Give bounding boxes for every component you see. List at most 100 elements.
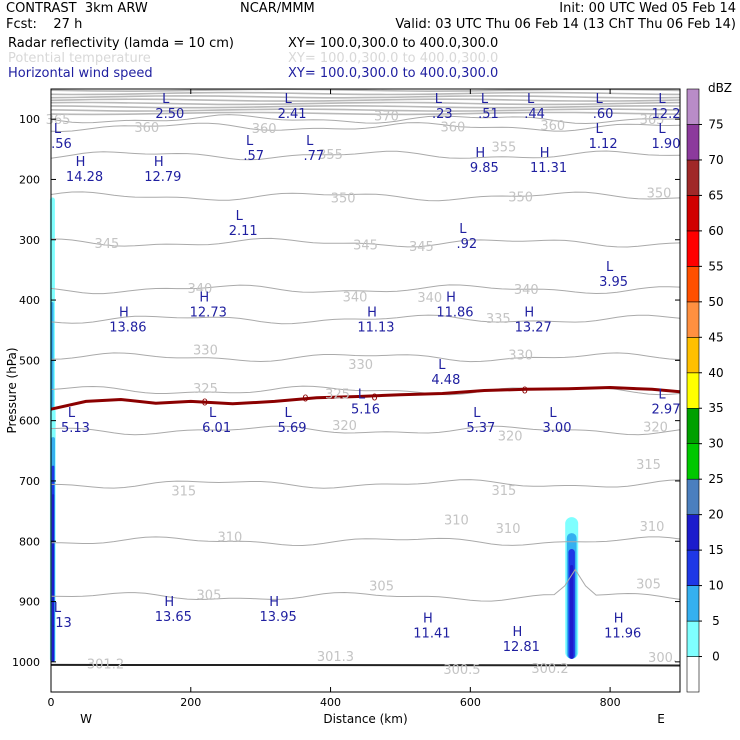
- freezing-level-label: 0: [522, 385, 528, 396]
- wind-max-marker: H: [76, 155, 86, 170]
- wind-value-label: 11.86: [436, 305, 473, 320]
- theta-contour-335: [50, 314, 681, 325]
- theta-label: 335: [486, 312, 511, 327]
- theta-label: 345: [353, 239, 378, 254]
- wind-value-label: .92: [456, 237, 477, 252]
- x-tick-label: 400: [320, 696, 341, 709]
- theta-contour-315: [50, 479, 681, 489]
- theta-label: 340: [343, 290, 368, 305]
- theta-label: 305: [636, 577, 661, 592]
- theta-label: 325: [325, 388, 350, 403]
- theta-label: 310: [496, 522, 521, 537]
- plot-frame: [50, 88, 681, 693]
- wind-value-label: 3.00: [543, 421, 572, 436]
- x-axis-label: Distance (km): [323, 712, 407, 726]
- wind-min-marker: L: [658, 122, 666, 137]
- theta-label: 345: [94, 237, 119, 252]
- wind-value-label: 3.95: [599, 275, 628, 290]
- theta-label: 360: [540, 119, 565, 134]
- theta-label: 320: [332, 419, 357, 434]
- xy-range-theta: XY= 100.0,300.0 to 400.0,300.0: [288, 51, 499, 66]
- y-tick-label: 500: [19, 354, 40, 367]
- y-tick-label: 300: [19, 234, 40, 247]
- reflectivity-cell: [570, 565, 574, 659]
- colorbar-label: 55: [708, 259, 723, 273]
- wind-value-label: 11.96: [604, 627, 641, 642]
- x-end-label-west: W: [80, 712, 92, 726]
- theta-contour-310: [50, 536, 681, 547]
- wind-min-marker: L: [358, 387, 366, 402]
- wind-value-label: 4.48: [431, 373, 460, 388]
- theta-label: 310: [218, 530, 243, 545]
- y-tick-label: 700: [19, 475, 40, 488]
- wind-value-label: 2.50: [155, 107, 184, 122]
- colorbar-swatch: [686, 372, 700, 409]
- theta-contour-350: [50, 191, 681, 202]
- wind-min-marker: L: [481, 92, 489, 107]
- theta-label: 370: [374, 110, 399, 125]
- wind-value-label: 5.13: [61, 421, 90, 436]
- colorbar-swatch: [686, 88, 700, 125]
- wind-max-marker: H: [199, 290, 209, 305]
- y-tick-label: 100: [19, 113, 40, 126]
- colorbar-label: 40: [708, 366, 723, 380]
- freezing-level-line: [50, 385, 681, 411]
- theta-contour-360: [50, 122, 681, 133]
- x-tick-label: 800: [600, 696, 621, 709]
- theta-label: 360: [134, 121, 159, 136]
- wind-value-label: .57: [243, 149, 264, 164]
- wind-value-label: 2.11: [229, 224, 258, 239]
- wind-min-marker: L: [435, 92, 443, 107]
- wind-min-marker: L: [438, 358, 446, 373]
- reflectivity-cell: [52, 494, 55, 662]
- theta-label: 305: [369, 579, 394, 594]
- theta-label: 301.2: [87, 658, 124, 673]
- wind-value-label: 12.81: [503, 640, 540, 655]
- field-potential-temperature: Potential temperature: [8, 51, 151, 66]
- wind-value-label: 13.27: [515, 320, 552, 335]
- wind-min-marker: L: [658, 92, 666, 107]
- wind-value-label: 1.12: [589, 137, 618, 152]
- colorbar-label: 15: [708, 543, 723, 557]
- theta-label: 365: [640, 113, 665, 128]
- wind-min-marker: L: [595, 122, 603, 137]
- theta-label: 325: [193, 382, 218, 397]
- wind-min-marker: L: [236, 209, 244, 224]
- y-tick-label: 800: [19, 535, 40, 548]
- center-label: NCAR/MMM: [240, 1, 315, 16]
- wind-value-label: 2.41: [278, 107, 307, 122]
- wind-value-label: .56: [51, 137, 72, 152]
- wind-value-label: 11.31: [530, 161, 567, 176]
- colorbar-label: 35: [708, 401, 723, 415]
- theta-label: 350: [508, 190, 533, 205]
- theta-label: 305: [197, 588, 222, 603]
- theta-label: 350: [647, 187, 672, 202]
- model-title: CONTRAST 3km ARW: [6, 1, 148, 16]
- theta-label: 355: [318, 148, 343, 163]
- freezing-level-label: 0: [202, 397, 208, 408]
- wind-value-label: 13.95: [260, 610, 297, 625]
- colorbar-label: 60: [708, 224, 723, 238]
- colorbar-label: 20: [708, 508, 723, 522]
- wind-value-label: 6.01: [202, 421, 231, 436]
- wind-value-label: 13.65: [155, 610, 192, 625]
- theta-contour-345: [50, 237, 681, 248]
- colorbar-swatch: [686, 301, 700, 338]
- colorbar-label: 25: [708, 472, 723, 486]
- theta-label: 340: [187, 282, 212, 297]
- wind-value-label: 12.2: [652, 107, 681, 122]
- xy-range-wind: XY= 100.0,300.0 to 400.0,300.0: [288, 66, 499, 81]
- colorbar-label: 45: [708, 330, 723, 344]
- wind-value-label: 9.85: [470, 161, 499, 176]
- colorbar-swatch: [686, 514, 700, 551]
- wind-min-marker: L: [473, 406, 481, 421]
- wind-value-label: 1.90: [652, 137, 681, 152]
- theta-label: 355: [491, 140, 516, 155]
- wind-min-marker: L: [658, 387, 666, 402]
- wind-value-label: .44: [524, 107, 545, 122]
- y-axis-label: Pressure (hPa): [5, 347, 19, 433]
- wind-max-marker: H: [524, 305, 534, 320]
- surface-line: [50, 663, 681, 667]
- wind-min-marker: L: [459, 222, 467, 237]
- wind-value-label: .23: [432, 107, 453, 122]
